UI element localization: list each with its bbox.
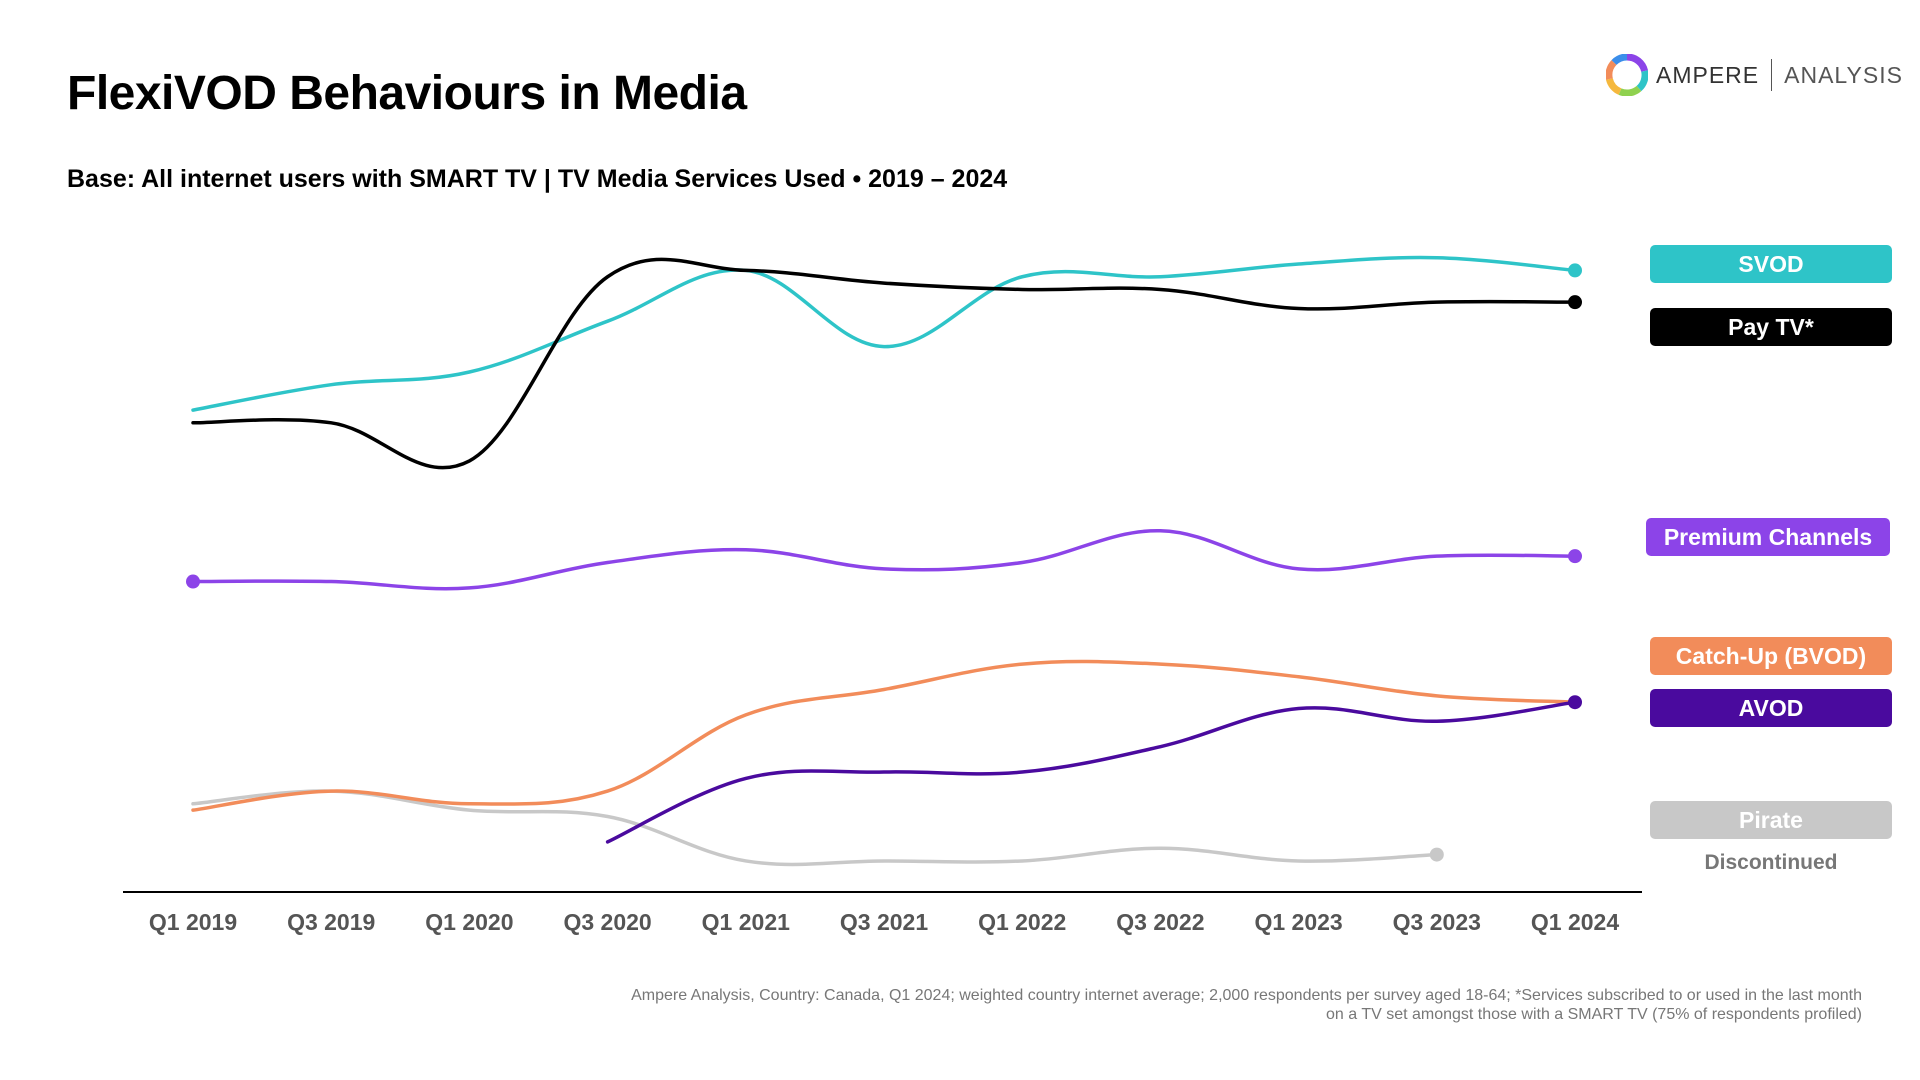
- logo-brand: AMPERE: [1656, 61, 1760, 88]
- legend-label-premium-channels: Premium Channels: [1664, 524, 1872, 550]
- ampere-ring-icon: [1606, 54, 1648, 96]
- legend-swatch-pirate: [1650, 801, 1892, 839]
- x-tick-q1-2020: Q1 2020: [425, 909, 513, 935]
- series-line-catch-up-bvod: [191, 659, 1577, 812]
- legend-note-pirate: Discontinued: [1704, 851, 1837, 874]
- legend-item-svod: SVOD: [1650, 245, 1892, 283]
- legend-swatch-catch-up-bvod: [1650, 637, 1892, 675]
- data-point-premium-channels-q1-2019: [186, 574, 200, 589]
- legend-item-pirate: Pirate Discontinued: [1650, 801, 1892, 874]
- legend-label-svod: SVOD: [1738, 251, 1803, 277]
- legend-label-catch-up-bvod: Catch-Up (BVOD): [1676, 643, 1866, 669]
- x-tick-q1-2023: Q1 2023: [1254, 909, 1342, 935]
- x-tick-q3-2019: Q3 2019: [287, 909, 375, 935]
- legend-item-pay-tv: Pay TV*: [1650, 308, 1892, 346]
- legend-label-pay-tv: Pay TV*: [1728, 314, 1814, 340]
- series-pay-tv: [191, 257, 1582, 470]
- page-title: FlexiVOD Behaviours in Media: [67, 67, 747, 120]
- series-svod: [191, 255, 1582, 412]
- legend-swatch-svod: [1650, 245, 1892, 283]
- x-tick-q3-2020: Q3 2020: [563, 909, 651, 935]
- data-point-premium-channels-q1-2024: [1568, 549, 1582, 564]
- series-layer: [186, 255, 1582, 867]
- series-premium-channels: [186, 528, 1582, 591]
- x-tick-q1-2021: Q1 2021: [702, 909, 790, 935]
- legend-swatch-avod: [1650, 689, 1892, 727]
- source-footnote: Ampere Analysis, Country: Canada, Q1 202…: [362, 986, 1862, 1024]
- data-point-avod-q1-2024: [1568, 695, 1582, 710]
- series-pirate: [191, 789, 1444, 867]
- logo-suffix: ANALYSIS: [1784, 61, 1903, 88]
- series-line-svod: [191, 255, 1577, 412]
- ampere-logo: AMPERE ANALYSIS: [1606, 53, 1903, 97]
- series-line-avod: [605, 700, 1577, 844]
- legend-label-pirate: Pirate: [1739, 807, 1803, 833]
- footnote-line-2: on a TV set amongst those with a SMART T…: [1326, 1006, 1862, 1023]
- footnote-line-1: Ampere Analysis, Country: Canada, Q1 202…: [631, 987, 1862, 1004]
- legend-swatch-premium-channels: [1646, 518, 1890, 556]
- x-tick-q3-2021: Q3 2021: [840, 909, 928, 935]
- logo-divider: [1771, 59, 1773, 91]
- series-line-pay-tv: [191, 257, 1577, 470]
- x-tick-q1-2022: Q1 2022: [978, 909, 1066, 935]
- data-point-pirate-q3-2023: [1429, 847, 1444, 862]
- x-tick-labels: Q1 2019 Q3 2019 Q1 2020 Q3 2020 Q1 2021 Q3 20…: [149, 909, 1619, 935]
- legend: SVOD Pay TV* Premium Channels Catch-Up (BVO…: [1646, 245, 1892, 874]
- x-tick-q1-2019: Q1 2019: [149, 909, 237, 935]
- x-tick-q1-2024: Q1 2024: [1531, 909, 1619, 935]
- series-avod: [605, 695, 1582, 844]
- x-tick-q3-2023: Q3 2023: [1393, 909, 1481, 935]
- data-point-pay-tv-q1-2024: [1568, 295, 1582, 310]
- series-catch-up-bvod: [191, 659, 1577, 812]
- series-line-pirate: [191, 789, 1439, 867]
- legend-label-avod: AVOD: [1739, 695, 1804, 721]
- x-tick-q3-2022: Q3 2022: [1116, 909, 1204, 935]
- legend-item-catch-up-bvod: Catch-Up (BVOD): [1650, 637, 1892, 675]
- page-subtitle: Base: All internet users with SMART TV |…: [67, 165, 1008, 193]
- legend-swatch-pay-tv: [1650, 308, 1892, 346]
- legend-item-avod: AVOD: [1650, 689, 1892, 727]
- data-point-svod-q1-2024: [1568, 263, 1582, 278]
- series-line-premium-channels: [191, 528, 1577, 591]
- legend-item-premium-channels: Premium Channels: [1646, 518, 1890, 556]
